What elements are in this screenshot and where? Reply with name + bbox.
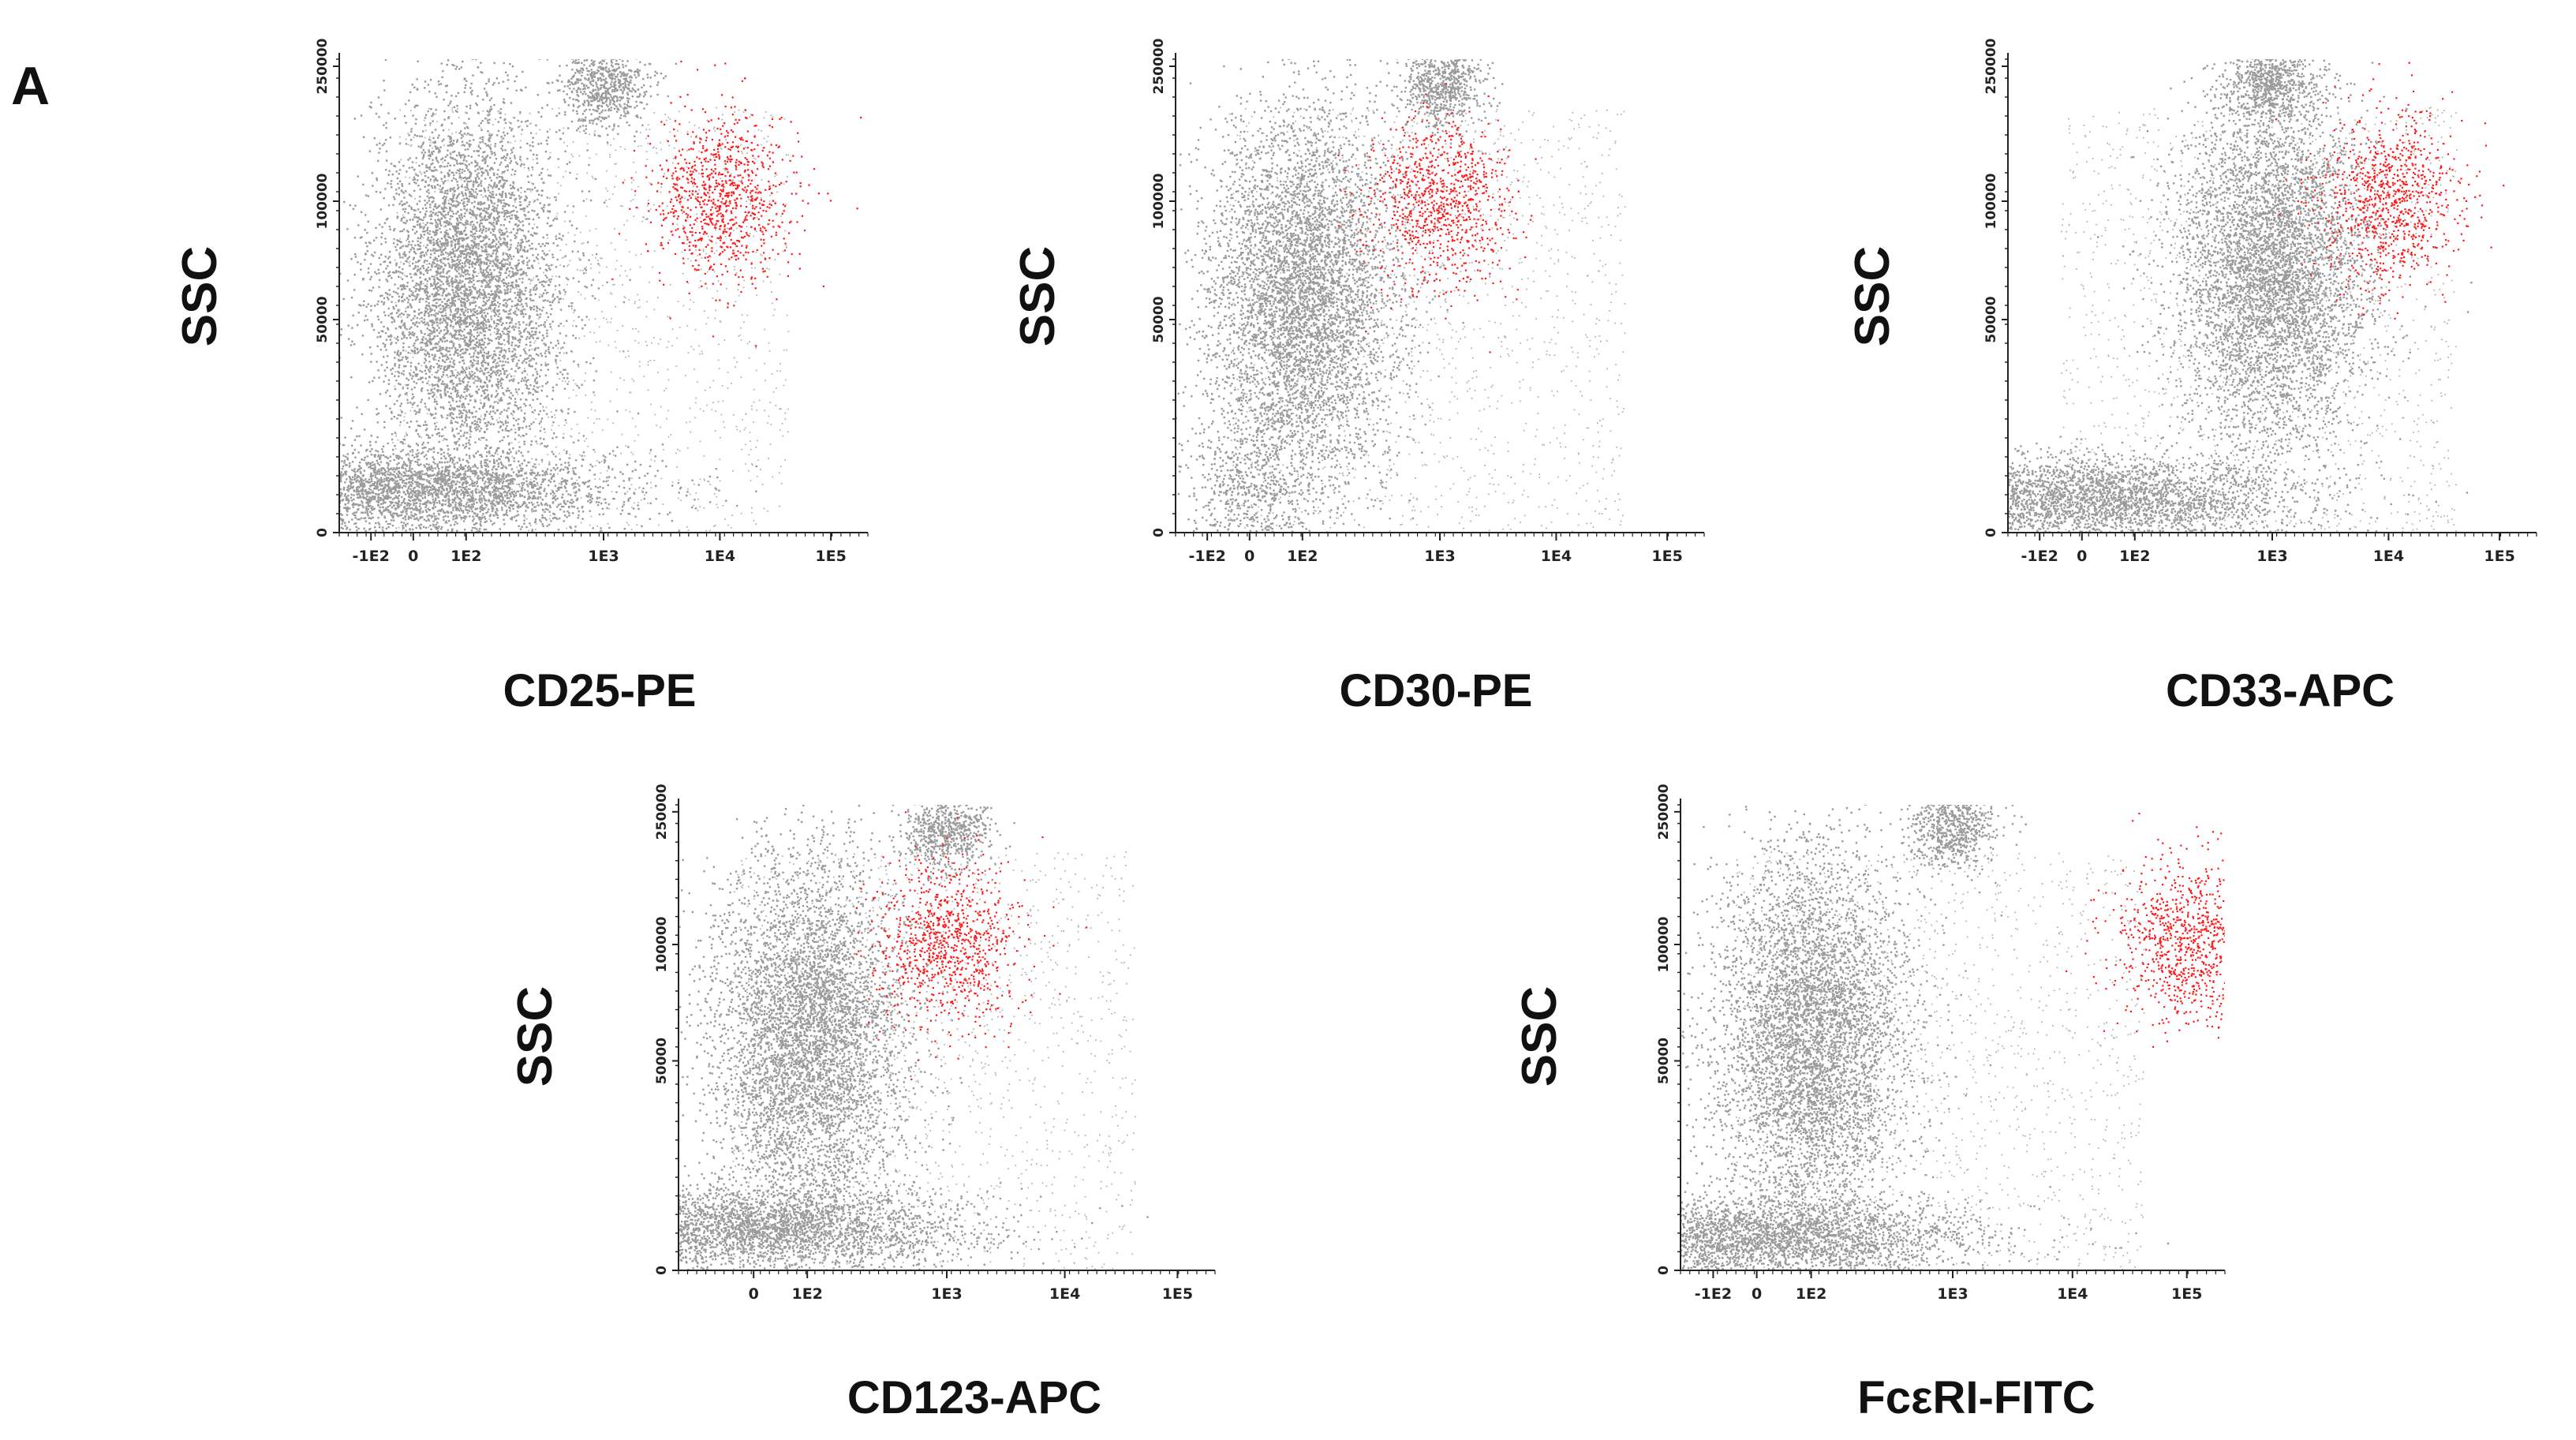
- gated-population-series: [855, 811, 1088, 1081]
- plot-fceri-ylabel: SSC: [1512, 986, 1568, 1087]
- x-tick-label: 1E2: [2119, 548, 2150, 565]
- x-tick-label: 1E3: [1937, 1285, 1968, 1303]
- x-tick-label: 1E2: [451, 548, 481, 565]
- x-tick-label: -1E2: [353, 548, 390, 565]
- x-tick-label: 1E3: [2256, 548, 2287, 565]
- x-tick-label: 1E4: [2057, 1285, 2088, 1303]
- y-tick-label: 0: [1983, 528, 1999, 537]
- panel-label: A: [11, 55, 50, 117]
- x-tick-label: 1E2: [1287, 548, 1318, 565]
- axes: [1680, 799, 2225, 1271]
- y-tick-label: 50000: [654, 1038, 670, 1084]
- gated-population-series: [1337, 83, 1537, 353]
- plot-cd33-xlabel: CD33-APC: [2114, 664, 2446, 717]
- x-tick-label: 1E5: [1651, 548, 1682, 565]
- x-tick-label: 1E4: [1541, 548, 1572, 565]
- plot-fceri: 0 50000 100000 250000 -1E2 0 1E2 1E3 1E4 1E5: [1656, 784, 2226, 1303]
- y-tick-label: 250000: [1983, 38, 1999, 94]
- all-events-series: [339, 59, 790, 533]
- x-tick-label: 0: [749, 1285, 759, 1303]
- y-tick-label: 100000: [1151, 173, 1167, 229]
- plot-cd123-xlabel: CD123-APC: [789, 1371, 1160, 1424]
- y-tick-label: 100000: [315, 173, 331, 229]
- x-tick-label: 1E2: [1796, 1285, 1826, 1303]
- x-tick-label: 0: [408, 548, 418, 565]
- plot-cd30: 0 50000 100000 250000 -1E2 0 1E2 1E3 1E4 1E5: [1151, 38, 1705, 565]
- all-events-series: [1681, 805, 2170, 1270]
- plot-cd25-xlabel: CD25-PE: [442, 664, 757, 717]
- gated-population-series: [611, 60, 862, 347]
- x-tick-label: 0: [1244, 548, 1254, 565]
- y-tick-label: 250000: [315, 38, 331, 94]
- y-tick-label: 0: [1656, 1266, 1672, 1275]
- plot-cd33: 0 50000 100000 250000 -1E2 0 1E2 1E3 1E4 1E5: [1983, 38, 2537, 565]
- x-tick-label: 1E2: [791, 1285, 822, 1303]
- y-tick-label: 250000: [1656, 784, 1672, 840]
- plot-fceri-xlabel: FcεRI-FITC: [1791, 1371, 2162, 1424]
- x-tick-label: 1E3: [588, 548, 619, 565]
- x-tick-label: 1E4: [2373, 548, 2404, 565]
- x-tick-label: 1E4: [705, 548, 735, 565]
- x-tick-label: -1E2: [2021, 548, 2058, 565]
- plot-cd123-ylabel: SSC: [507, 986, 563, 1087]
- y-tick-label: 0: [654, 1266, 670, 1275]
- y-tick-label: 0: [1151, 528, 1167, 537]
- y-tick-label: 0: [315, 528, 331, 537]
- x-tick-label: -1E2: [1695, 1285, 1732, 1303]
- x-tick-label: 1E5: [2171, 1285, 2202, 1303]
- y-tick-label: 50000: [315, 296, 331, 342]
- x-tick-label: 1E4: [1049, 1285, 1080, 1303]
- y-tick-label: 100000: [654, 916, 670, 972]
- plot-cd30-ylabel: SSC: [1010, 246, 1066, 346]
- plot-cd25-ylabel: SSC: [172, 246, 228, 346]
- y-tick-label: 50000: [1151, 296, 1167, 342]
- all-events-series: [679, 805, 1149, 1270]
- all-events-series: [2008, 59, 2473, 533]
- y-tick-label: 100000: [1656, 916, 1672, 972]
- x-tick-label: 0: [2077, 548, 2087, 565]
- y-tick-label: 50000: [1983, 296, 1999, 342]
- y-tick-label: 100000: [1983, 173, 1999, 229]
- plot-cd33-ylabel: SSC: [1845, 246, 1901, 346]
- gated-population-series: [2275, 62, 2505, 320]
- x-tick-label: 0: [1752, 1285, 1762, 1303]
- y-tick-label: 50000: [1656, 1038, 1672, 1084]
- x-tick-label: 1E5: [1162, 1285, 1193, 1303]
- x-tick-label: 1E5: [815, 548, 846, 565]
- gated-population-series: [2066, 813, 2225, 1048]
- x-tick-label: 1E3: [1424, 548, 1455, 565]
- plot-cd30-xlabel: CD30-PE: [1278, 664, 1594, 717]
- x-tick-label: 1E3: [931, 1285, 962, 1303]
- x-tick-label: -1E2: [1189, 548, 1226, 565]
- y-tick-label: 250000: [654, 784, 670, 840]
- plot-cd123: 0 50000 100000 250000 0 1E2 1E3 1E4 1E5: [654, 784, 1216, 1303]
- x-tick-label: 1E5: [2484, 548, 2514, 565]
- plot-cd25: 0 50000 100000 250000 -1E2 0 1E2 1E3 1E4 1E5: [315, 38, 869, 565]
- all-events-series: [1176, 59, 1626, 533]
- y-tick-label: 250000: [1151, 38, 1167, 94]
